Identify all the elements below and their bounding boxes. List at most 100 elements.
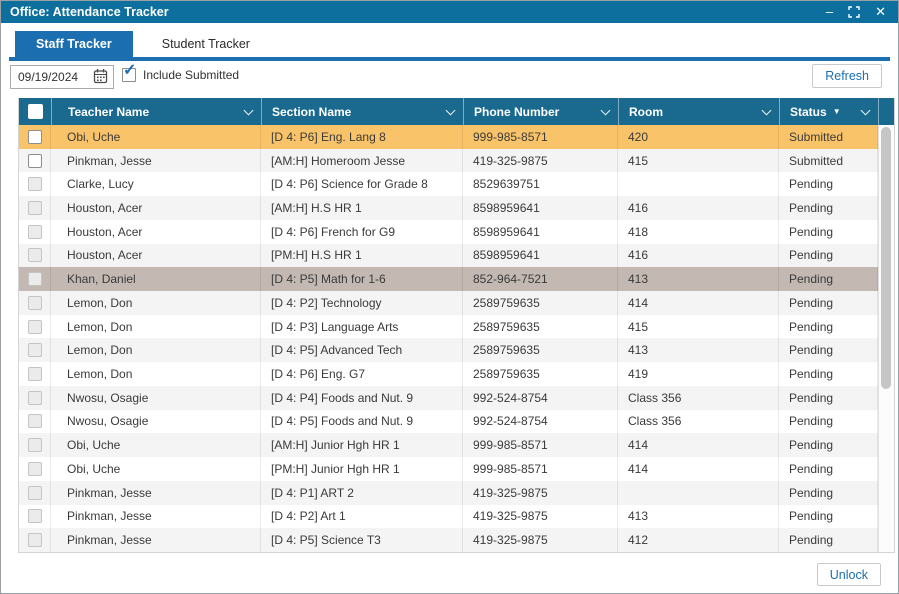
cell-phone-number: 2589759635	[463, 362, 618, 386]
cell-phone-number: 2589759635	[463, 338, 618, 363]
chevron-down-icon[interactable]	[445, 105, 456, 115]
row-checkbox-cell	[19, 457, 51, 481]
calendar-icon[interactable]	[93, 68, 108, 87]
row-checkbox-cell	[19, 267, 51, 292]
row-checkbox	[27, 509, 42, 524]
vertical-scrollbar[interactable]	[878, 125, 894, 552]
row-checkbox	[27, 461, 42, 476]
cell-section-name: [AM:H] Junior Hgh HR 1	[261, 433, 463, 458]
table-row[interactable]: Houston, Acer [AM:H] H.S HR 1 8598959641 41…	[19, 196, 878, 220]
cell-teacher-name: Nwosu, Osagie	[51, 385, 261, 410]
cell-room: 416	[618, 243, 779, 268]
cell-phone-number: 852-964-7521	[463, 267, 618, 292]
row-checkbox	[27, 201, 42, 216]
table-row[interactable]: Houston, Acer [PM:H] H.S HR 1 8598959641 41…	[19, 243, 878, 268]
header-select-all[interactable]	[19, 98, 51, 125]
cell-room: 413	[618, 267, 779, 292]
cell-status: Pending	[779, 172, 878, 197]
cell-status: Pending	[779, 219, 878, 244]
table-row[interactable]: Lemon, Don [D 4: P2] Technology 2589759635…	[19, 291, 878, 315]
column-header-phone-number[interactable]: Phone Number	[463, 98, 618, 125]
table-row[interactable]: Pinkman, Jesse [D 4: P5] Science T3 419-32…	[19, 528, 878, 552]
cell-phone-number: 419-325-9875	[463, 148, 618, 173]
column-header-status[interactable]: Status ▼	[779, 98, 878, 125]
row-checkbox-cell	[19, 338, 51, 363]
row-checkbox-cell	[19, 480, 51, 505]
select-all-checkbox[interactable]	[27, 104, 43, 119]
row-checkbox	[27, 533, 42, 548]
cell-teacher-name: Obi, Uche	[51, 125, 261, 149]
table-row[interactable]: Khan, Daniel [D 4: P5] Math for 1-6 852-96…	[19, 267, 878, 292]
row-checkbox	[27, 485, 42, 500]
cell-section-name: [D 4: P2] Art 1	[261, 504, 463, 529]
table-row[interactable]: Lemon, Don [D 4: P5] Advanced Tech 2589759…	[19, 338, 878, 363]
date-input[interactable]: 09/19/2024	[10, 65, 114, 89]
table-header-row: Teacher Name Section Name Phone Number R…	[19, 98, 894, 125]
tab-underline	[9, 57, 890, 61]
table-row[interactable]: Lemon, Don [D 4: P6] Eng. G7 2589759635 419…	[19, 362, 878, 386]
table-row[interactable]: Obi, Uche [AM:H] Junior Hgh HR 1 999-985-8…	[19, 433, 878, 458]
refresh-button[interactable]: Refresh	[812, 64, 882, 88]
cell-phone-number: 419-325-9875	[463, 528, 618, 552]
row-checkbox	[27, 438, 42, 453]
cell-teacher-name: Pinkman, Jesse	[51, 148, 261, 173]
checkmark-icon: ✓	[123, 62, 137, 79]
row-checkbox-cell	[19, 219, 51, 244]
chevron-down-icon[interactable]	[761, 105, 772, 115]
restore-icon[interactable]	[848, 6, 860, 18]
table-row[interactable]: Obi, Uche [PM:H] Junior Hgh HR 1 999-985-8…	[19, 457, 878, 481]
row-checkbox-cell	[19, 528, 51, 552]
tab-student-tracker[interactable]: Student Tracker	[161, 37, 250, 51]
cell-phone-number: 2589759635	[463, 314, 618, 339]
cell-section-name: [D 4: P6] Science for Grade 8	[261, 172, 463, 197]
cell-teacher-name: Lemon, Don	[51, 291, 261, 315]
tab-staff-tracker[interactable]: Staff Tracker	[15, 31, 133, 57]
row-checkbox	[27, 224, 42, 239]
cell-room: Class 356	[618, 409, 779, 434]
cell-status: Pending	[779, 528, 878, 552]
table-row[interactable]: Clarke, Lucy [D 4: P6] Science for Grade …	[19, 172, 878, 197]
cell-teacher-name: Obi, Uche	[51, 433, 261, 458]
scrollbar-thumb[interactable]	[881, 127, 891, 389]
column-header-section-name[interactable]: Section Name	[261, 98, 463, 125]
cell-room: 420	[618, 125, 779, 149]
row-checkbox[interactable]	[27, 153, 42, 168]
column-header-teacher-name[interactable]: Teacher Name	[51, 98, 261, 125]
date-value: 09/19/2024	[18, 70, 79, 84]
table-row[interactable]: Lemon, Don [D 4: P3] Language Arts 2589759…	[19, 314, 878, 339]
row-checkbox-cell	[19, 504, 51, 529]
cell-section-name: [D 4: P5] Foods and Nut. 9	[261, 409, 463, 434]
cell-room: 414	[618, 457, 779, 481]
minimize-button[interactable]: –	[825, 4, 834, 19]
chevron-down-icon[interactable]	[600, 105, 611, 115]
close-button[interactable]: ✕	[875, 4, 886, 19]
table-row[interactable]: Pinkman, Jesse [AM:H] Homeroom Jesse 419-3…	[19, 148, 878, 173]
cell-phone-number: 8598959641	[463, 243, 618, 268]
cell-teacher-name: Obi, Uche	[51, 457, 261, 481]
include-submitted-checkbox[interactable]: ✓	[122, 63, 136, 82]
cell-teacher-name: Lemon, Don	[51, 362, 261, 386]
attendance-table: Teacher Name Section Name Phone Number R…	[18, 98, 895, 553]
cell-room: 415	[618, 148, 779, 173]
table-row[interactable]: Pinkman, Jesse [D 4: P2] Art 1 419-325-987…	[19, 504, 878, 529]
cell-room: 416	[618, 196, 779, 220]
unlock-button[interactable]: Unlock	[816, 563, 881, 586]
cell-phone-number: 992-524-8754	[463, 385, 618, 410]
cell-teacher-name: Nwosu, Osagie	[51, 409, 261, 434]
cell-teacher-name: Clarke, Lucy	[51, 172, 261, 197]
chevron-down-icon[interactable]	[860, 105, 871, 115]
cell-status: Pending	[779, 267, 878, 292]
chevron-down-icon[interactable]	[243, 105, 254, 115]
table-row[interactable]: Houston, Acer [D 4: P6] French for G9 8598…	[19, 219, 878, 244]
row-checkbox	[27, 248, 42, 263]
include-submitted-label: Include Submitted	[143, 68, 240, 82]
table-row[interactable]: Obi, Uche [D 4: P6] Eng. Lang 8 999-985-85…	[19, 125, 878, 149]
column-header-room[interactable]: Room	[618, 98, 779, 125]
cell-phone-number: 999-985-8571	[463, 125, 618, 149]
row-checkbox	[27, 177, 42, 192]
row-checkbox[interactable]	[27, 129, 42, 144]
cell-room: 419	[618, 362, 779, 386]
table-row[interactable]: Pinkman, Jesse [D 4: P1] ART 2 419-325-987…	[19, 480, 878, 505]
